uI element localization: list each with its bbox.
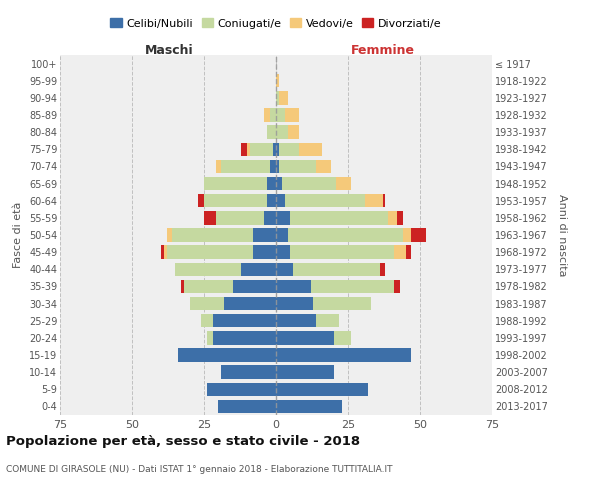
Bar — [394, 280, 400, 293]
Bar — [276, 142, 279, 156]
Bar — [247, 142, 250, 156]
Bar — [284, 108, 299, 122]
Bar — [190, 297, 224, 310]
Bar — [172, 228, 253, 241]
Y-axis label: Anni di nascita: Anni di nascita — [557, 194, 567, 276]
Bar — [164, 246, 167, 259]
Bar — [161, 246, 164, 259]
Bar — [380, 262, 385, 276]
Bar — [284, 194, 365, 207]
Bar — [279, 160, 316, 173]
Text: Maschi: Maschi — [145, 44, 194, 57]
Bar — [207, 382, 276, 396]
Bar — [276, 280, 311, 293]
Bar — [276, 74, 279, 88]
Bar — [365, 194, 383, 207]
Bar — [287, 126, 299, 139]
Bar — [221, 366, 276, 379]
Bar — [270, 160, 276, 173]
Bar — [276, 348, 412, 362]
Bar — [406, 246, 412, 259]
Bar — [279, 142, 299, 156]
Bar — [233, 280, 276, 293]
Bar — [215, 160, 221, 173]
Bar — [273, 142, 276, 156]
Bar — [212, 331, 276, 344]
Bar — [215, 211, 265, 224]
Bar — [412, 228, 426, 241]
Bar — [316, 314, 340, 328]
Y-axis label: Fasce di età: Fasce di età — [13, 202, 23, 268]
Bar — [276, 246, 290, 259]
Bar — [184, 280, 233, 293]
Bar — [397, 211, 403, 224]
Bar — [198, 194, 204, 207]
Bar — [276, 108, 284, 122]
Bar — [276, 314, 316, 328]
Bar — [403, 228, 412, 241]
Bar — [276, 177, 282, 190]
Bar — [181, 280, 184, 293]
Bar — [276, 331, 334, 344]
Bar — [268, 126, 276, 139]
Bar — [334, 331, 351, 344]
Bar — [207, 331, 212, 344]
Bar — [290, 211, 388, 224]
Bar — [316, 160, 331, 173]
Bar — [276, 228, 287, 241]
Bar — [276, 400, 342, 413]
Bar — [265, 108, 270, 122]
Bar — [241, 262, 276, 276]
Bar — [337, 177, 351, 190]
Bar — [276, 366, 334, 379]
Bar — [270, 108, 276, 122]
Bar — [175, 262, 241, 276]
Legend: Celibi/Nubili, Coniugati/e, Vedovi/e, Divorziati/e: Celibi/Nubili, Coniugati/e, Vedovi/e, Di… — [106, 14, 446, 33]
Bar — [394, 246, 406, 259]
Bar — [253, 246, 276, 259]
Bar — [276, 211, 290, 224]
Bar — [276, 262, 293, 276]
Bar — [276, 382, 368, 396]
Bar — [276, 126, 287, 139]
Bar — [201, 314, 212, 328]
Bar — [290, 246, 394, 259]
Bar — [224, 297, 276, 310]
Bar — [282, 177, 337, 190]
Bar — [313, 297, 371, 310]
Bar — [167, 228, 172, 241]
Bar — [276, 160, 279, 173]
Bar — [276, 194, 284, 207]
Bar — [287, 228, 403, 241]
Bar — [204, 177, 268, 190]
Bar — [268, 177, 276, 190]
Bar — [311, 280, 394, 293]
Bar — [276, 91, 279, 104]
Text: Popolazione per età, sesso e stato civile - 2018: Popolazione per età, sesso e stato civil… — [6, 435, 360, 448]
Bar — [212, 314, 276, 328]
Bar — [167, 246, 253, 259]
Bar — [178, 348, 276, 362]
Bar — [388, 211, 397, 224]
Bar — [253, 228, 276, 241]
Bar — [221, 160, 270, 173]
Bar — [279, 91, 287, 104]
Bar — [204, 194, 268, 207]
Bar — [204, 211, 215, 224]
Bar — [265, 211, 276, 224]
Text: COMUNE DI GIRASOLE (NU) - Dati ISTAT 1° gennaio 2018 - Elaborazione TUTTITALIA.I: COMUNE DI GIRASOLE (NU) - Dati ISTAT 1° … — [6, 465, 392, 474]
Bar — [276, 297, 313, 310]
Text: Femmine: Femmine — [350, 44, 415, 57]
Bar — [293, 262, 380, 276]
Bar — [299, 142, 322, 156]
Bar — [268, 194, 276, 207]
Bar — [250, 142, 273, 156]
Bar — [218, 400, 276, 413]
Bar — [241, 142, 247, 156]
Bar — [383, 194, 385, 207]
